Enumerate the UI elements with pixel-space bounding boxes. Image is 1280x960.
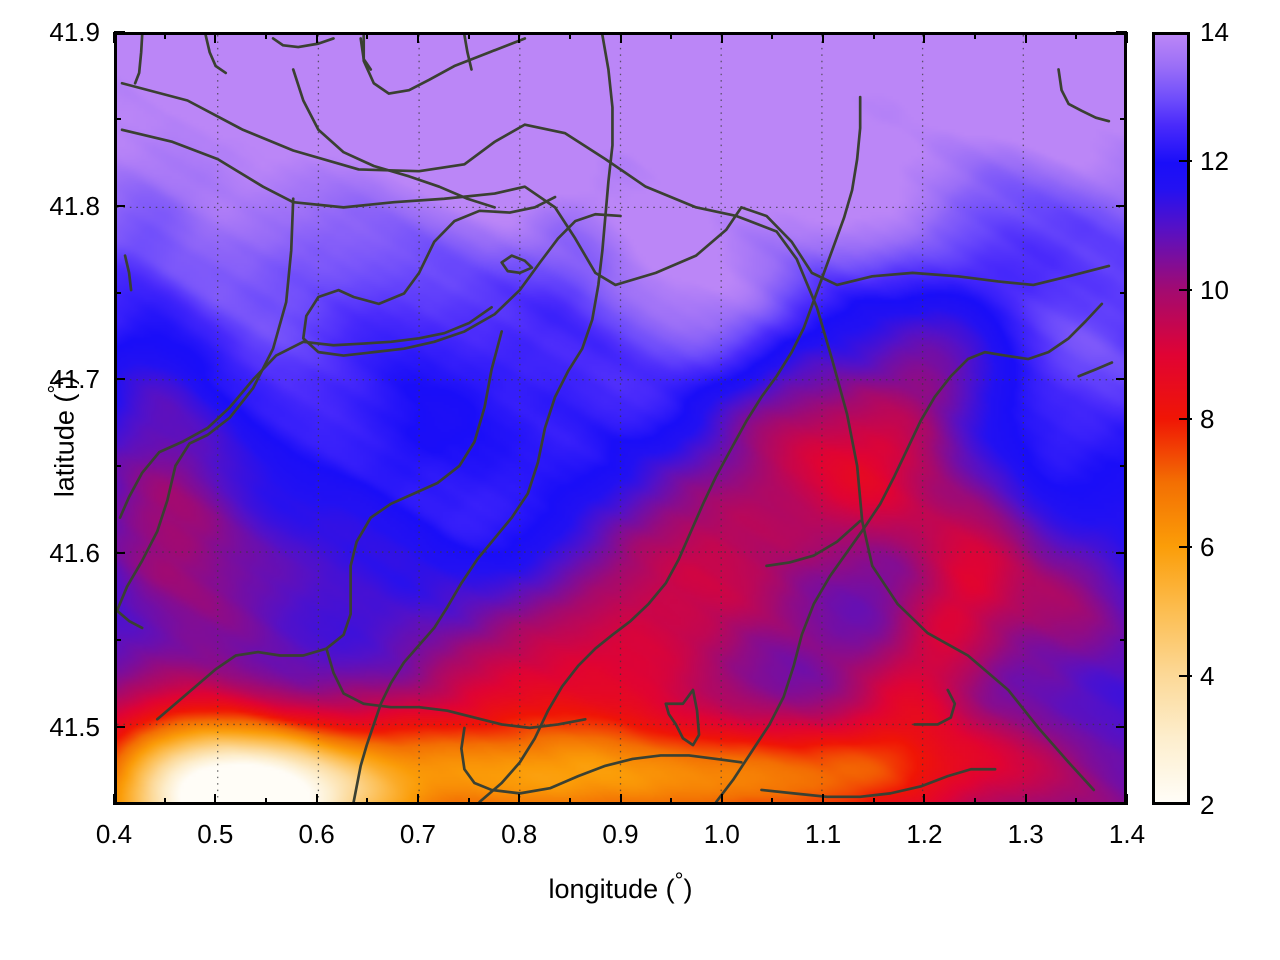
- colorbar-tick: [1179, 675, 1192, 678]
- x-tick-major: [518, 794, 521, 805]
- x-tick-minor: [872, 798, 875, 805]
- x-tick-major: [720, 794, 723, 805]
- colorbar-tick-label: 6: [1200, 532, 1215, 563]
- x-tick-major: [416, 794, 419, 805]
- x-tick-label: 1.1: [805, 819, 842, 849]
- plot-area[interactable]: [114, 32, 1127, 805]
- y-tick-major: [114, 378, 125, 381]
- x-tick-label: 0.6: [298, 819, 335, 849]
- x-tick-major-top: [1126, 32, 1128, 43]
- y-tick-minor: [114, 465, 121, 468]
- y-tick-label: 41.6: [49, 538, 100, 569]
- x-tick-major-top: [113, 32, 115, 43]
- y-tick-minor: [1120, 465, 1127, 468]
- y-tick-minor: [1120, 638, 1127, 641]
- y-tick-major: [114, 204, 125, 207]
- colorbar-tick: [1179, 546, 1192, 549]
- x-tick-major-top: [619, 32, 622, 43]
- x-tick-major-top: [822, 32, 825, 43]
- x-tick-major-top: [1024, 32, 1027, 43]
- x-tick-minor: [670, 32, 673, 39]
- x-tick-label: 0.9: [602, 819, 639, 849]
- y-tick-minor: [1120, 117, 1127, 120]
- x-tick-minor: [771, 32, 774, 39]
- colorbar-tick-label: 12: [1200, 145, 1229, 176]
- x-tick-label: 0.4: [95, 819, 133, 849]
- x-tick-minor: [670, 798, 673, 805]
- y-tick-major-right: [1116, 204, 1127, 207]
- x-tick-major: [1126, 794, 1128, 805]
- x-tick-minor: [366, 32, 369, 39]
- x-tick-major: [923, 794, 926, 805]
- x-tick-label: 0.7: [399, 819, 436, 849]
- y-tick-label: 41.5: [49, 711, 100, 742]
- x-tick-minor: [163, 32, 166, 39]
- x-tick-minor: [264, 798, 267, 805]
- x-tick-minor: [974, 32, 977, 39]
- colorbar-tick-label: 10: [1200, 274, 1229, 305]
- colorbar-tick-label: 8: [1200, 403, 1215, 434]
- x-tick-major: [214, 794, 217, 805]
- colorbar-tick: [1179, 417, 1192, 420]
- x-tick-major: [113, 794, 115, 805]
- x-tick-label: 1.2: [906, 819, 943, 849]
- x-tick-major: [1024, 794, 1027, 805]
- humidity-field-heatmap: [117, 35, 1124, 802]
- x-tick-label: 1.0: [703, 819, 740, 849]
- y-tick-label: 41.8: [49, 190, 100, 221]
- x-axis-title: longitude (°): [548, 868, 693, 904]
- x-tick-minor: [568, 32, 571, 39]
- x-tick-major: [619, 794, 622, 805]
- x-tick-minor: [366, 798, 369, 805]
- x-tick-major-top: [416, 32, 419, 43]
- x-tick-major: [822, 794, 825, 805]
- x-tick-major-top: [720, 32, 723, 43]
- x-tick-minor: [1075, 32, 1078, 39]
- x-tick-minor: [467, 798, 470, 805]
- x-tick-minor: [467, 32, 470, 39]
- colorbar-tick: [1179, 159, 1192, 162]
- x-tick-minor: [163, 798, 166, 805]
- y-tick-major-right: [1116, 31, 1127, 33]
- x-tick-label: 0.5: [197, 819, 234, 849]
- y-tick-major: [114, 31, 125, 33]
- x-tick-label: 0.8: [501, 819, 538, 849]
- y-tick-minor: [114, 291, 121, 294]
- y-tick-minor: [114, 117, 121, 120]
- y-tick-minor: [114, 638, 121, 641]
- y-tick-major: [114, 552, 125, 555]
- y-tick-label: 41.9: [49, 17, 100, 47]
- x-tick-label: 1.3: [1007, 819, 1044, 849]
- colorbar-tick-label: 4: [1200, 661, 1215, 692]
- x-tick-minor: [974, 798, 977, 805]
- y-tick-major-right: [1116, 552, 1127, 555]
- x-tick-minor: [1075, 798, 1078, 805]
- x-tick-minor: [872, 32, 875, 39]
- colorbar-tick: [1179, 288, 1192, 291]
- x-tick-minor: [771, 798, 774, 805]
- x-tick-major: [315, 794, 318, 805]
- y-axis-title: latitude (°): [43, 375, 80, 498]
- x-tick-major-top: [518, 32, 521, 43]
- y-tick-major-right: [1116, 725, 1127, 728]
- y-tick-label: 41.7: [49, 364, 100, 395]
- x-tick-major-top: [315, 32, 318, 43]
- x-tick-minor: [568, 798, 571, 805]
- colorbar-tick-label: 2: [1200, 790, 1215, 820]
- y-tick-major: [114, 725, 125, 728]
- x-tick-major-top: [923, 32, 926, 43]
- y-tick-major-right: [1116, 378, 1127, 381]
- x-tick-minor: [264, 32, 267, 39]
- x-tick-major-top: [214, 32, 217, 43]
- y-tick-minor: [1120, 291, 1127, 294]
- x-tick-label: 1.4: [1108, 819, 1146, 849]
- colorbar-tick-label: 14: [1200, 17, 1229, 47]
